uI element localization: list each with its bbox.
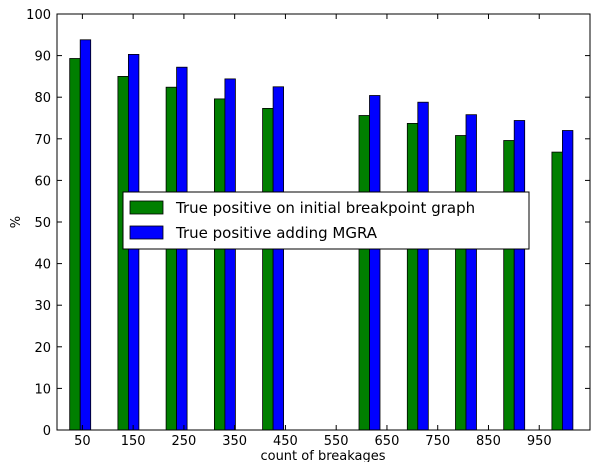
legend-swatch-mgra: [129, 225, 164, 240]
bar-initial-2: [165, 86, 178, 431]
y-tick-label-7: 70: [34, 133, 51, 148]
y-tick-label-10: 100: [26, 8, 51, 23]
y-axis: 0 10 20 30 40 50 60 70 80 90 100: [26, 8, 590, 439]
legend-label-mgra: True positive adding MGRA: [175, 224, 378, 242]
y-tick-label-2: 20: [34, 341, 51, 356]
bar-initial-9: [503, 140, 515, 431]
bar-initial-3: [213, 98, 226, 431]
legend-box: [122, 191, 530, 250]
bar-mgra-9: [513, 120, 526, 431]
x-tick-label-6: 650: [375, 434, 400, 449]
y-tick-label-1: 10: [34, 382, 51, 397]
bar-initial-8: [455, 135, 467, 431]
bar-mgra-4: [272, 86, 285, 431]
x-tick-label-3: 350: [222, 434, 247, 449]
bar-mgra-8: [465, 114, 477, 431]
bar-initial-7: [406, 123, 419, 431]
x-tick-label-8: 850: [476, 434, 501, 449]
y-tick-label-5: 50: [34, 216, 51, 231]
x-axis-label: count of breakages: [260, 449, 385, 462]
x-tick-label-0: 50: [74, 434, 91, 449]
legend-label-initial: True positive on initial breakpoint grap…: [175, 199, 475, 217]
x-tick-label-2: 250: [171, 434, 196, 449]
bar-initial-6: [358, 115, 370, 431]
y-tick-label-8: 80: [34, 91, 51, 106]
bar-mgra-10: [562, 130, 574, 431]
legend: True positive on initial breakpoint grap…: [122, 191, 530, 250]
bar-mgra-7: [417, 101, 429, 431]
bar-initial-4: [262, 108, 274, 431]
bar-initial-10: [551, 151, 563, 431]
y-tick-label-4: 40: [34, 258, 51, 273]
bar-initial-0: [69, 58, 81, 431]
x-tick-label-1: 150: [121, 434, 146, 449]
y-tick-label-3: 30: [34, 299, 51, 314]
x-tick-label-9: 950: [527, 434, 552, 449]
bar-initial-1: [117, 76, 129, 431]
bar-mgra-3: [224, 78, 236, 431]
y-axis-label: %: [9, 216, 24, 228]
x-tick-label-5: 550: [324, 434, 349, 449]
legend-swatch-initial: [129, 200, 164, 215]
bar-mgra-6: [369, 95, 381, 431]
y-tick-label-6: 60: [34, 174, 51, 189]
bar-mgra-0: [79, 39, 92, 431]
x-tick-label-7: 750: [425, 434, 450, 449]
x-axis: 50 150 250 350 450 550 650 750 850 950: [74, 14, 552, 449]
y-tick-label-9: 90: [34, 50, 51, 65]
y-tick-label-0: 0: [43, 424, 51, 439]
x-tick-label-4: 450: [273, 434, 298, 449]
